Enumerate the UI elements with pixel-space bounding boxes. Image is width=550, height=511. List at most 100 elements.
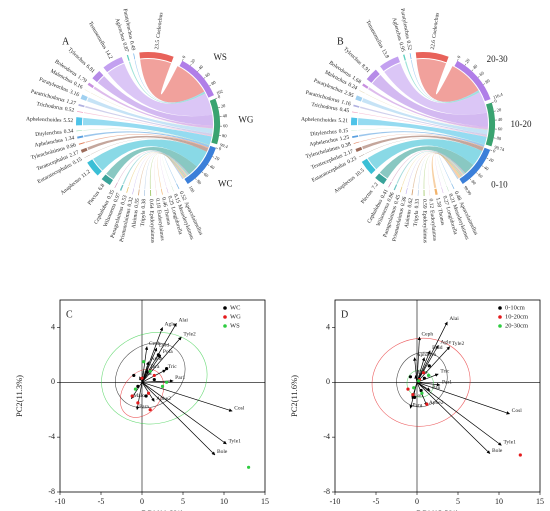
group-arc (454, 60, 491, 102)
sector-arc (160, 188, 163, 195)
sector-label-part: Trichodorus (36, 102, 63, 113)
sample-point (420, 391, 424, 395)
sector-label: 1.58Thonus (434, 197, 445, 226)
sector-arc (355, 146, 363, 152)
sector-label-part: Trichodorus (311, 102, 338, 112)
ribbon (93, 139, 207, 171)
sector-label-part: 0.95 (397, 42, 405, 53)
sector-arc (138, 189, 140, 196)
ribbon (438, 152, 459, 183)
loading-label: Ceph (421, 331, 433, 337)
sector-label-part: 0.46 (160, 197, 168, 208)
group-tick-label: 20 (464, 57, 471, 64)
legend-marker (223, 324, 227, 328)
sample-point (144, 394, 148, 398)
ribbon (358, 118, 487, 145)
sector-arc (78, 103, 85, 108)
group-arc (209, 98, 221, 145)
loading-arrow (141, 354, 162, 383)
group-tick-label-part: 20 (496, 107, 502, 113)
panel-label: D (341, 309, 348, 320)
confidence-ellipse (119, 368, 165, 418)
loading-label: Agle (440, 340, 451, 346)
group-tick-label: 80 (484, 78, 491, 85)
sector-arc (87, 159, 102, 176)
group-tick-label-part: 0 (492, 148, 497, 154)
loading-label: Par1 (175, 375, 185, 381)
sector-label-part: 0.52 (64, 107, 75, 115)
group-value-label-part: 102 (216, 89, 224, 96)
loading-label: Agle (165, 322, 176, 328)
group-tick-label: 80 (496, 136, 502, 142)
confidence-ellipse (115, 342, 186, 409)
sector-arc (350, 117, 358, 126)
sector-label-part: Paratylenchus (399, 8, 410, 39)
sector-arc (133, 53, 136, 60)
sample-point (426, 373, 431, 378)
legend-marker (223, 306, 227, 310)
sector-label-part: 1.79 (76, 74, 88, 85)
group-name: WC (218, 178, 233, 188)
group-tick-label: 80 (210, 79, 217, 86)
group-tick-label: 20 (496, 107, 502, 113)
group-tick (203, 77, 206, 79)
sector-label: Trichodorus0.45 (311, 102, 350, 114)
sector-label-part: Aphelenchus (34, 138, 63, 149)
group-name: WG (238, 114, 253, 124)
loading-arrow (141, 369, 149, 383)
group-tick-label-part: 20 (488, 157, 495, 164)
sector-label: 0.64Epidorylaimus (148, 199, 156, 243)
sector-label: Aphelenchoides 5.52 (26, 117, 74, 125)
sector-arc (132, 188, 134, 195)
sector-arc (380, 56, 400, 72)
loading-label: Para (412, 403, 422, 409)
sector-label-part: 0.53 (120, 195, 129, 206)
sector-label-part: 2.17 (343, 149, 354, 158)
sector-label-part: 1.68 (350, 75, 362, 85)
sector-label: Alaimus0.62 (404, 197, 415, 228)
ribbon (163, 152, 184, 183)
group-tick-label: 80 (196, 179, 203, 186)
group-tick-label-part: 20 (464, 57, 471, 64)
ribbon (358, 131, 485, 147)
sample-point (165, 366, 169, 371)
sector-label: Tripyla0.38 (140, 199, 147, 227)
group-tick-label-part: 80 (210, 79, 217, 86)
sector-label: Aphelenchus1.34 (34, 135, 75, 149)
group-tick-label: 60 (223, 123, 228, 128)
loading-label: Tric (168, 364, 178, 370)
ribbon (82, 117, 212, 145)
group-tick-label-part: 0 (456, 54, 462, 59)
group-tick-label: 60 (477, 172, 484, 179)
group-tick (469, 178, 472, 181)
group-tick-label-part: 40 (222, 113, 228, 118)
sector-label-part: Tripyla (413, 210, 420, 227)
sector-label-part: 0.52 (405, 40, 413, 51)
group-value-label: 99.99 (463, 185, 473, 197)
loading-arrow (416, 350, 431, 383)
y-axis-label: PC2(11.6%) (289, 375, 299, 417)
sector-arc (434, 188, 438, 195)
sample-point (412, 395, 417, 399)
group-name: 0-10 (491, 179, 508, 189)
sector-label: 0.18Eudorylaimus (154, 198, 165, 241)
group-tick (201, 171, 204, 174)
group-tick (197, 70, 199, 72)
sector-arc (139, 52, 174, 63)
sector-arc (119, 184, 124, 191)
group-tick-label-part: 60 (478, 70, 485, 77)
sector-arc (366, 69, 380, 83)
panel-label: B (337, 36, 344, 47)
loading-label: Alai (449, 316, 459, 322)
x-tick-label: 15 (261, 497, 269, 506)
loading-label: Aphe2 (156, 396, 171, 402)
ribbon (106, 146, 198, 180)
loading-label: Tera (426, 352, 436, 358)
group-tick (209, 84, 212, 87)
loading-arrow (414, 375, 418, 383)
sector-label-part: 22.6 (430, 40, 437, 51)
group-tick-label: 0 (218, 146, 222, 152)
sample-point (422, 376, 426, 380)
loading-label: Tyle2 (452, 341, 465, 347)
loading-label: Para (139, 404, 149, 410)
